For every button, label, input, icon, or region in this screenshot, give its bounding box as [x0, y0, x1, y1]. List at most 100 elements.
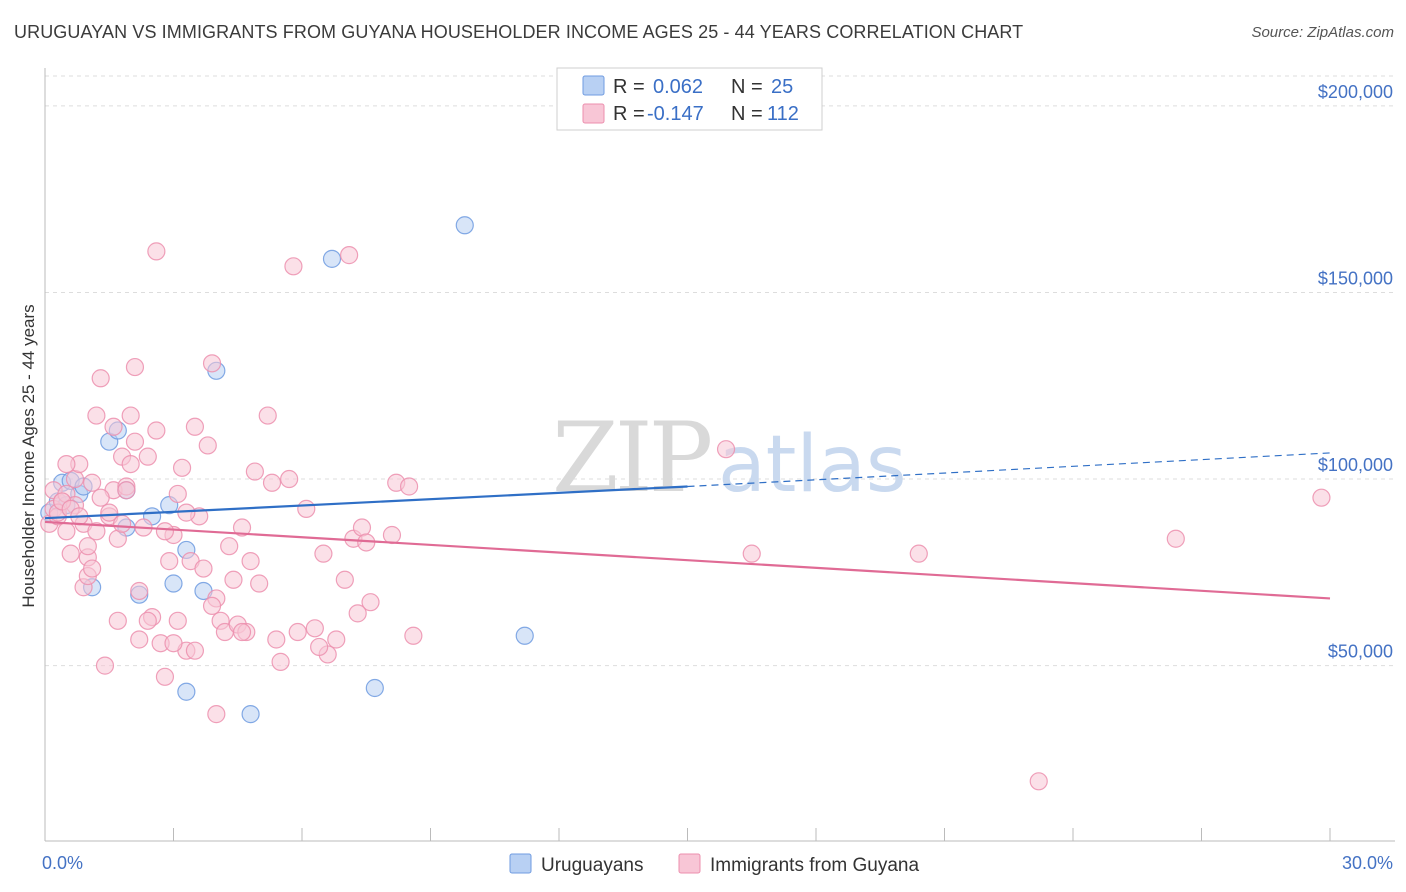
guyana-point-69	[305, 619, 324, 638]
guyana-point-98	[138, 611, 157, 630]
uruguayan-point-20	[365, 678, 384, 698]
guyana-point-104	[267, 630, 286, 649]
bottom-legend-label-guyana: Immigrants from Guyana	[710, 855, 919, 876]
guyana-point-84	[742, 544, 761, 563]
chart-title: URUGUAYAN VS IMMIGRANTS FROM GUYANA HOUS…	[14, 22, 1024, 42]
guyana-point-105	[310, 637, 329, 657]
guyana-point-26	[121, 454, 140, 474]
y-tick-label-1: $100,000	[1318, 455, 1393, 475]
uruguayan-point-14	[164, 574, 183, 593]
guyana-point-103	[232, 622, 252, 642]
guyana-point-48	[198, 436, 217, 455]
guyana-point-17	[87, 522, 106, 541]
uruguayan-point-22	[515, 626, 534, 645]
bottom-legend-swatch-guyana	[678, 853, 701, 874]
y-tick-label-3: $200,000	[1318, 82, 1393, 102]
guyana-point-9	[65, 469, 85, 489]
guyana-point-79	[382, 525, 402, 545]
legend-n-value-0: 25	[771, 76, 793, 98]
guyana-point-78	[361, 593, 380, 612]
legend-swatch-guyana	[582, 103, 605, 124]
guyana-point-82	[404, 626, 423, 645]
guyana-point-81	[399, 477, 419, 496]
guyana-point-49	[202, 354, 222, 373]
guyana-point-99	[155, 522, 175, 541]
guyana-point-22	[104, 417, 123, 436]
guyana-point-63	[262, 473, 282, 492]
guyana-point-32	[138, 447, 157, 466]
bottom-legend-label-uruguayans: Uruguayans	[541, 855, 643, 876]
x-tick-label-0: 0.0%	[42, 853, 83, 873]
guyana-point-23	[108, 611, 127, 630]
grid-layer	[45, 75, 1395, 667]
guyana-point-110	[112, 514, 132, 533]
legend-r-value-0: 0.062	[653, 76, 703, 98]
guyana-point-109	[57, 454, 76, 474]
guyana-point-73	[335, 570, 354, 589]
guyana-point-61	[250, 574, 269, 593]
guyana-point-100	[164, 634, 183, 653]
legend-r-value-1: -0.147	[647, 103, 704, 125]
guyana-point-30	[130, 630, 149, 649]
guyana-point-96	[108, 529, 127, 548]
y-tick-labels: $50,000 $100,000 $150,000 $200,000	[1318, 82, 1393, 662]
guyana-point-83	[716, 440, 736, 459]
guyana-point-28	[125, 357, 145, 377]
guyana-point-85	[909, 544, 928, 563]
guyana-point-54	[220, 537, 239, 556]
watermark-atlas: atlas	[718, 420, 907, 510]
guyana-point-74	[340, 246, 359, 265]
guyana-point-15	[83, 559, 102, 578]
guyana-point-57	[232, 518, 252, 537]
guyana-point-72	[327, 630, 346, 649]
guyana-point-76	[352, 518, 372, 537]
guyana-point-42	[172, 458, 192, 477]
top-legend: R = 0.062 N = 25 R = -0.147 N = 112	[556, 67, 823, 131]
axes-layer	[44, 68, 1395, 842]
guyana-point-41	[168, 611, 187, 630]
guyana-point-7	[61, 544, 80, 563]
guyana-point-27	[121, 406, 140, 425]
x-tick-label-1: 30.0%	[1342, 853, 1393, 873]
legend-swatch-uruguayans	[582, 75, 605, 96]
uruguayan-point-21	[455, 216, 474, 235]
guyana-point-45	[185, 417, 205, 436]
guyana-point-97	[117, 481, 136, 500]
uruguayan-trend-line	[44, 485, 688, 520]
guyana-point-94	[91, 488, 110, 507]
bottom-legend: Uruguayans Immigrants from Guyana	[509, 853, 919, 876]
uruguayan-point-15	[177, 682, 196, 701]
guyana-point-102	[202, 596, 222, 616]
guyana-point-47	[194, 559, 213, 578]
y-axis-label: Householder Income Ages 25 - 44 years	[19, 304, 38, 607]
guyana-point-5	[57, 522, 76, 541]
guyana-point-108	[78, 537, 97, 556]
y-tick-label-0: $50,000	[1328, 642, 1393, 662]
guyana-point-107	[130, 581, 149, 601]
trend-layer	[44, 452, 1331, 600]
guyana-point-66	[284, 257, 303, 276]
y-tick-label-2: $150,000	[1318, 268, 1393, 288]
guyana-point-18	[91, 369, 110, 388]
guyana-point-88	[1312, 488, 1331, 507]
guyana-point-35	[147, 242, 166, 261]
guyana-point-59	[241, 552, 260, 571]
guyana-point-101	[185, 641, 205, 660]
guyana-point-93	[83, 473, 102, 492]
guyana-point-16	[87, 406, 106, 425]
points-layer	[40, 216, 1331, 791]
guyana-point-64	[271, 652, 290, 671]
guyana-point-34	[147, 421, 166, 440]
guyana-point-38	[160, 552, 179, 571]
x-tick-labels: 0.0% 30.0%	[42, 853, 1393, 873]
bottom-legend-swatch-uruguayans	[509, 853, 532, 874]
watermark-zip: ZIP	[552, 402, 711, 514]
uruguayan-point-19	[322, 249, 342, 268]
legend-n-label-0: N =	[731, 76, 763, 98]
legend-n-label-1: N =	[731, 103, 763, 125]
guyana-point-40	[168, 484, 187, 504]
guyana-trend-line	[44, 520, 1331, 600]
guyana-point-29	[125, 432, 145, 451]
legend-r-label-1: R =	[613, 103, 645, 125]
